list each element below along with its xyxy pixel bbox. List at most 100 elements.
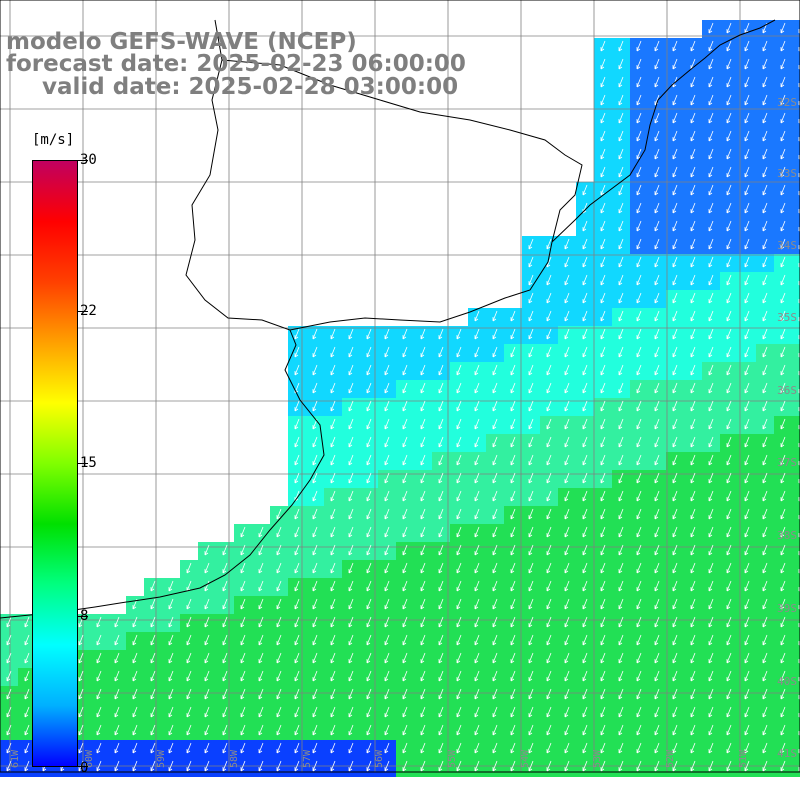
wind-arrow (654, 526, 660, 538)
wind-arrow (528, 364, 534, 376)
wind-arrow (564, 364, 570, 376)
speed-cell (414, 380, 433, 399)
speed-cell (792, 398, 800, 417)
speed-cell (648, 740, 667, 759)
speed-cell (702, 740, 721, 759)
wind-arrow (420, 562, 426, 574)
wind-arrow (744, 688, 750, 700)
wind-arrow (600, 184, 606, 196)
speed-cell (306, 452, 325, 471)
speed-cell (540, 308, 559, 327)
wind-arrow (276, 508, 282, 520)
speed-cell (792, 182, 800, 201)
wind-arrow (672, 364, 678, 376)
speed-cell (648, 416, 667, 435)
wind-arrow (744, 292, 750, 304)
speed-cell (450, 686, 469, 705)
wind-arrow (492, 634, 498, 646)
wind-arrow (258, 562, 264, 574)
wind-arrow (294, 400, 300, 412)
wind-arrow (762, 418, 768, 430)
speed-cell (450, 488, 469, 507)
wind-arrow (726, 490, 732, 502)
speed-cell (774, 362, 793, 381)
wind-arrow (654, 382, 660, 394)
speed-cell (774, 218, 793, 237)
speed-cell (702, 416, 721, 435)
speed-cell (792, 344, 800, 363)
wind-arrow (438, 328, 444, 340)
speed-cell (270, 632, 289, 651)
speed-cell (720, 506, 739, 525)
wind-arrow (420, 724, 426, 736)
speed-cell (144, 704, 163, 723)
wind-arrow (600, 544, 606, 556)
speed-cell (504, 704, 523, 723)
speed-cell (126, 614, 145, 633)
speed-cell (594, 722, 613, 741)
speed-cell (702, 254, 721, 273)
wind-arrow (96, 634, 102, 646)
wind-arrow (204, 580, 210, 592)
wind-arrow (294, 706, 300, 718)
speed-cell (432, 578, 451, 597)
wind-arrow (654, 130, 660, 142)
wind-arrow (600, 58, 606, 70)
wind-arrow (510, 724, 516, 736)
wind-arrow (186, 652, 192, 664)
speed-cell (720, 758, 739, 777)
speed-cell (594, 686, 613, 705)
speed-cell (684, 416, 703, 435)
wind-arrow (366, 490, 372, 502)
speed-cell (306, 740, 325, 759)
wind-arrow (186, 634, 192, 646)
speed-cell (504, 542, 523, 561)
wind-arrow (726, 742, 732, 754)
wind-arrow (348, 652, 354, 664)
wind-arrow (312, 382, 318, 394)
wind-arrow (600, 220, 606, 232)
wind-arrow (222, 580, 228, 592)
wind-arrow (564, 670, 570, 682)
wind-arrow (564, 634, 570, 646)
wind-arrow (654, 292, 660, 304)
speed-cell (450, 362, 469, 381)
wind-arrow (636, 670, 642, 682)
speed-cell (108, 740, 127, 759)
speed-cell (612, 200, 631, 219)
wind-arrow (438, 508, 444, 520)
wind-arrow (636, 382, 642, 394)
wind-arrow (330, 526, 336, 538)
wind-arrow (312, 742, 318, 754)
speed-cell (342, 686, 361, 705)
wind-arrow (582, 652, 588, 664)
lat-label: 37S (777, 456, 797, 469)
speed-cell (468, 308, 487, 327)
wind-arrow (564, 472, 570, 484)
speed-cell (792, 326, 800, 345)
speed-cell (630, 110, 649, 129)
wind-arrow (348, 472, 354, 484)
speed-cell (558, 668, 577, 687)
wind-arrow (582, 472, 588, 484)
wind-arrow (204, 724, 210, 736)
wind-arrow (348, 346, 354, 358)
speed-cell (432, 560, 451, 579)
wind-arrow (600, 490, 606, 502)
wind-arrow (618, 148, 624, 160)
wind-arrow (780, 382, 786, 394)
lon-label: 55W (447, 749, 458, 768)
speed-cell (216, 668, 235, 687)
speed-cell (378, 578, 397, 597)
speed-cell (774, 452, 793, 471)
speed-cell (738, 236, 757, 255)
wind-arrow (474, 580, 480, 592)
speed-cell (450, 506, 469, 525)
wind-arrow (96, 688, 102, 700)
wind-arrow (510, 400, 516, 412)
wind-arrow (582, 418, 588, 430)
wind-arrow (708, 184, 714, 196)
speed-cell (666, 560, 685, 579)
wind-arrow (636, 94, 642, 106)
speed-cell (666, 200, 685, 219)
